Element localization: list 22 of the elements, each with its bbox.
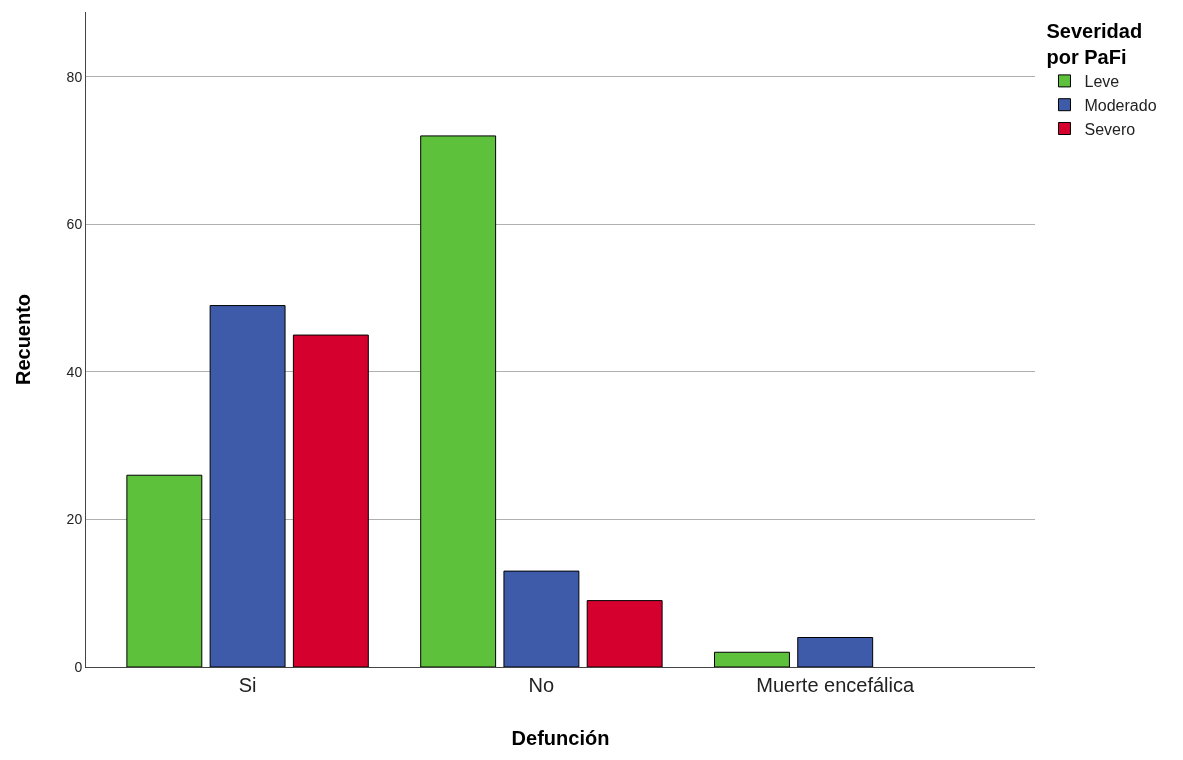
y-tick-label: 80 (66, 68, 83, 85)
x-tick-label: Si (238, 674, 257, 696)
bar (209, 305, 286, 667)
legend-label: Leve (1084, 73, 1120, 91)
y-tick-label: 0 (74, 658, 83, 675)
y-axis-title: Recuento (12, 293, 35, 386)
x-tick-label: No (528, 674, 555, 696)
y-tick-label: 20 (66, 511, 83, 528)
y-tick-label: 40 (66, 363, 83, 380)
bar (420, 135, 497, 667)
bar (126, 474, 203, 667)
x-axis-title: Defunción (511, 726, 610, 749)
legend-label: Moderado (1084, 96, 1157, 114)
legend-label: Severo (1084, 120, 1136, 138)
bar (714, 651, 790, 667)
legend-title: Severidad por PaFi (1046, 20, 1143, 68)
bar (503, 570, 580, 667)
bar (292, 334, 369, 667)
bar (586, 600, 663, 667)
bar (797, 637, 874, 667)
x-tick-label: Muerte encefálica (756, 674, 916, 696)
y-tick-label: 60 (66, 216, 83, 233)
